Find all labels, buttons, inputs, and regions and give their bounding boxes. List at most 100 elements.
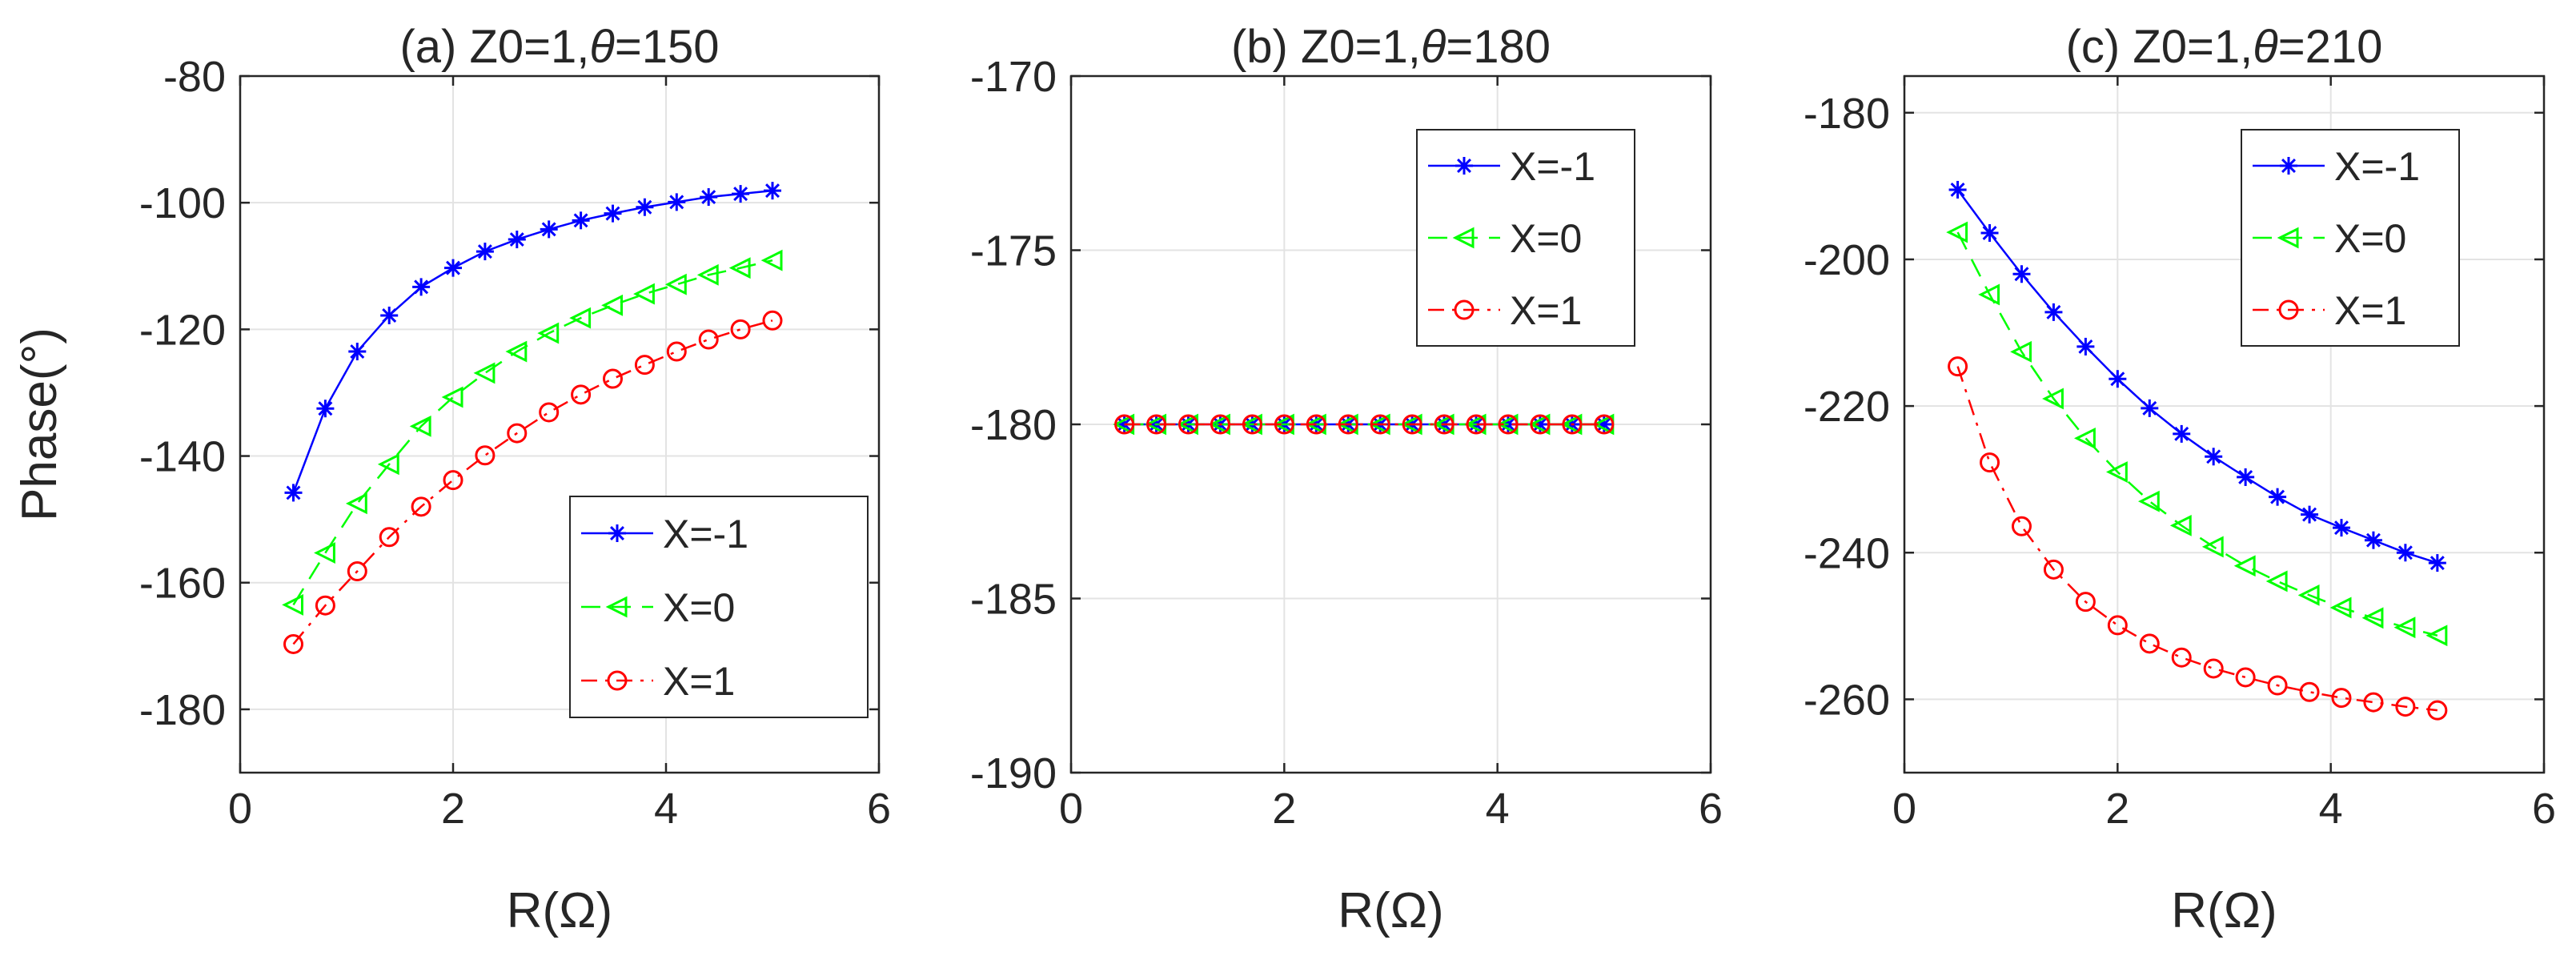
data-point: [601, 294, 623, 316]
marker-stroke: [2365, 532, 2381, 548]
data-point: [764, 182, 781, 200]
series-line: [292, 259, 773, 606]
data-point: [284, 484, 303, 502]
chart-title: (b) Z0=1,θ=180: [1231, 21, 1551, 73]
legend: X=-1 X=0 X=1: [569, 496, 869, 718]
series-X=1: [283, 310, 783, 654]
data-point: [1595, 416, 1613, 433]
marker-stroke: [2334, 520, 2349, 536]
series-X=0: [282, 249, 783, 616]
data-point: [2171, 647, 2192, 668]
data-point: [473, 362, 496, 384]
marker-stroke: [2281, 159, 2296, 173]
data-point: [2426, 625, 2448, 647]
marker-stroke: [637, 199, 652, 215]
chart-panel-b: 0 2 4 6 -190 -185 -180 -175 -170 (b) Z0=1,θ=180 R(…: [970, 21, 1723, 938]
data-point: [2109, 370, 2127, 388]
data-point: [2301, 505, 2319, 524]
data-point: [505, 340, 528, 363]
marker-stroke: [2302, 507, 2317, 522]
marker-stroke: [733, 187, 748, 202]
series-line: [1956, 366, 2438, 712]
chart-title-suffix: =210: [2278, 21, 2383, 73]
x-tick-label: 2: [441, 785, 465, 833]
data-point: [2329, 596, 2352, 619]
marker-stroke: [1982, 225, 1997, 240]
chart-title: (c) Z0=1,θ=210: [2066, 21, 2383, 73]
y-tick-label: -220: [1804, 383, 1890, 431]
chart-title-theta: θ: [589, 21, 614, 73]
marker-stroke: [610, 526, 624, 540]
data-point: [664, 273, 687, 295]
data-point: [441, 386, 463, 408]
data-point: [2297, 584, 2320, 606]
data-point: [571, 384, 592, 405]
legend: X=-1 X=0 X=1: [1416, 129, 1635, 347]
data-point: [1242, 414, 1262, 435]
data-point: [380, 306, 399, 324]
marker-stroke: [541, 222, 556, 237]
marker-stroke: [2078, 339, 2093, 354]
chart-title-prefix: (a) Z0=1,: [399, 21, 589, 73]
data-point: [537, 322, 560, 344]
data-point: [1562, 414, 1583, 435]
data-point: [730, 319, 751, 339]
marker-stroke: [509, 232, 524, 247]
marker-stroke: [350, 344, 365, 359]
data-point: [2107, 615, 2128, 636]
x-tick-label: 2: [1272, 785, 1296, 833]
chart-title-theta: θ: [2253, 21, 2277, 73]
data-point: [634, 355, 655, 376]
legend-marker: [1452, 227, 1475, 249]
data-point: [572, 211, 590, 230]
x-tick-label: 0: [1892, 785, 1916, 833]
data-point: [696, 263, 719, 286]
data-point: [1531, 416, 1549, 433]
data-point: [1434, 414, 1455, 435]
data-point: [444, 259, 462, 277]
data-point: [633, 283, 655, 305]
data-point: [2363, 692, 2384, 713]
axes-box: [1903, 74, 2546, 774]
legend-marker: [607, 670, 628, 691]
data-point: [1498, 414, 1519, 435]
data-point: [316, 400, 335, 418]
legend-entry: X=0: [581, 585, 735, 630]
data-point: [1370, 414, 1390, 435]
data-point: [2012, 265, 2031, 283]
data-point: [2137, 490, 2160, 512]
legend-marker: [2280, 157, 2297, 175]
marker-stroke: [2397, 545, 2413, 560]
data-point: [283, 633, 303, 654]
data-point: [762, 310, 783, 331]
marker-stroke: [318, 401, 333, 416]
data-point: [2105, 461, 2128, 483]
marker-stroke: [701, 190, 716, 205]
marker-stroke: [765, 183, 780, 199]
data-point: [282, 593, 303, 616]
marker-stroke: [2110, 372, 2125, 387]
data-point: [2141, 399, 2159, 417]
data-point: [540, 220, 558, 239]
data-point: [377, 453, 399, 476]
legend-entry: X=1: [1428, 288, 1582, 333]
marker-stroke: [2206, 449, 2221, 464]
y-tick-label: -100: [139, 179, 226, 227]
data-point: [1178, 414, 1198, 435]
data-point: [2201, 536, 2224, 558]
legend-marker: [2278, 299, 2299, 320]
legend-entry: X=-1: [1428, 144, 1595, 189]
marker-stroke: [2238, 469, 2253, 484]
legend-marker: [2277, 227, 2299, 249]
x-tick-label: 2: [2105, 785, 2129, 833]
legend-label: X=-1: [1510, 144, 1595, 189]
data-point: [2235, 667, 2256, 688]
data-point: [2203, 658, 2224, 679]
chart-title-suffix: =180: [1446, 21, 1551, 73]
marker-stroke: [382, 307, 397, 323]
y-tick-label: -120: [139, 306, 226, 354]
series-line: [292, 189, 773, 493]
data-point: [1980, 452, 2000, 473]
data-point: [1466, 414, 1487, 435]
